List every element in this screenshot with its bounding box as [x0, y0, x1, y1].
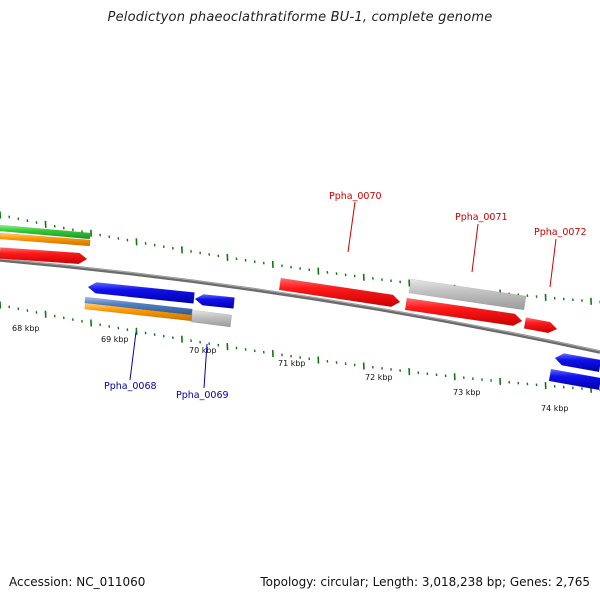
scale-label: 74 kbp [541, 404, 569, 413]
outer-tick-ring [0, 211, 600, 305]
inner-tick-ring [0, 301, 600, 393]
genome-backbone [0, 258, 600, 354]
red-feature [278, 277, 401, 308]
red-feature [523, 317, 558, 334]
blue-feature [554, 353, 600, 373]
labels: 68 kbp 69 kbp 70 kbp 71 kbp 72 kbp 73 kbp 74 k… [12, 191, 587, 413]
scale-label: 69 kbp [101, 335, 129, 344]
map-title: Pelodictyon phaeoclathratiforme BU-1, co… [107, 10, 493, 25]
gene-features [0, 224, 600, 391]
accession-text: Accession: NC_011060 [9, 575, 146, 589]
gene-label: Ppha_0069 [176, 390, 229, 401]
orange-feature [0, 232, 91, 247]
gray-feature [408, 278, 527, 311]
label-leaders [129, 201, 557, 389]
scale-label: 73 kbp [453, 388, 481, 397]
gene-label: Ppha_0072 [534, 227, 587, 238]
scale-label: 70 kbp [189, 346, 217, 355]
blue-feature [548, 368, 600, 391]
scale-label: 71 kbp [278, 359, 306, 368]
gene-leader-line [549, 238, 557, 288]
gene-leader-line [471, 223, 479, 273]
blue-feature [87, 282, 195, 304]
red-feature [0, 247, 88, 265]
gene-leader-line [203, 343, 208, 389]
gray-feature [190, 309, 233, 328]
scale-label: 72 kbp [365, 373, 393, 382]
genome-backbone-highlight [0, 258, 600, 352]
green-feature [0, 224, 91, 240]
topology-summary: Topology: circular; Length: 3,018,238 bp… [260, 575, 590, 589]
blue-feature [194, 294, 235, 309]
gene-label: Ppha_0070 [329, 191, 382, 202]
gene-leader-line [347, 201, 356, 253]
gene-label: Ppha_0071 [455, 212, 508, 223]
scale-label: 68 kbp [12, 324, 40, 333]
gene-leader-line [129, 331, 137, 381]
red-feature [404, 297, 523, 327]
gene-label: Ppha_0068 [104, 381, 157, 392]
